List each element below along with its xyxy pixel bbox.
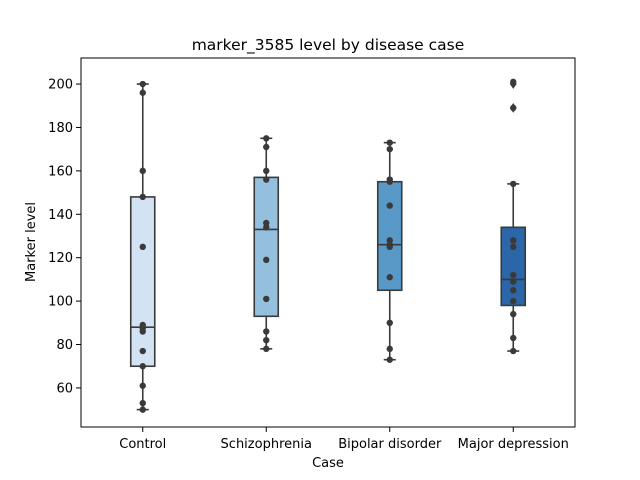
y-tick-label: 180 [48, 121, 73, 136]
data-point [263, 336, 270, 344]
x-tick-label: Schizophrenia [221, 437, 312, 452]
data-point [510, 287, 517, 294]
data-point [510, 237, 517, 244]
x-tick-label: Control [119, 437, 166, 452]
data-point [510, 334, 517, 342]
data-point [386, 139, 393, 146]
data-point [263, 176, 270, 183]
data-point [386, 356, 393, 363]
data-point [139, 193, 146, 201]
x-axis-label: Case [312, 456, 344, 471]
data-point [386, 319, 393, 327]
y-tick-label: 100 [48, 295, 73, 310]
data-point [139, 347, 146, 355]
data-point [510, 104, 517, 112]
y-tick-label: 120 [48, 251, 73, 266]
data-point [386, 274, 393, 281]
plot-area [129, 78, 527, 413]
points-bipolar-disorder [386, 139, 393, 363]
x-axis: Control Schizophrenia Bipolar disorder Majo… [119, 427, 569, 452]
box-body [253, 176, 280, 318]
data-point [263, 224, 270, 231]
data-point [139, 363, 146, 370]
data-point [386, 178, 393, 185]
x-tick-label: Major depression [458, 437, 569, 452]
data-point [139, 89, 146, 96]
points-major-depression [510, 78, 517, 355]
data-point [139, 399, 146, 407]
box-body [129, 196, 156, 368]
data-point [510, 271, 517, 279]
points-schizophrenia [263, 135, 270, 353]
data-point [139, 382, 146, 389]
data-point [263, 143, 270, 151]
data-point [139, 80, 146, 88]
y-tick-label: 140 [48, 208, 73, 223]
data-point [510, 310, 517, 318]
data-point [510, 180, 517, 188]
y-axis: 60 80 100 120 140 160 180 200 [48, 78, 81, 396]
y-tick-label: 200 [48, 78, 73, 93]
data-point [263, 167, 270, 175]
box-bipolar-disorder [376, 141, 403, 361]
data-point [510, 297, 517, 305]
y-tick-label: 60 [56, 381, 73, 396]
y-tick-label: 80 [56, 338, 73, 353]
data-point [386, 145, 393, 153]
data-point [139, 167, 146, 175]
data-point [510, 243, 517, 251]
box-body [376, 180, 403, 292]
data-point [263, 295, 270, 303]
x-tick-label: Bipolar disorder [338, 437, 442, 452]
box-major-depression [500, 79, 527, 352]
points-control [139, 80, 146, 413]
data-point [510, 278, 517, 285]
data-point [263, 256, 270, 264]
y-axis-label: Marker level [24, 202, 39, 282]
data-point [386, 202, 393, 209]
chart-title: marker_3585 level by disease case [192, 36, 465, 55]
data-point [139, 328, 146, 335]
box-control [129, 83, 156, 411]
data-point [263, 328, 270, 335]
data-point [386, 243, 393, 251]
plot-frame [80, 57, 576, 428]
data-point [139, 406, 146, 413]
box-schizophrenia [253, 137, 280, 350]
y-tick-label: 160 [48, 164, 73, 179]
data-point [263, 345, 270, 353]
data-point [386, 345, 393, 353]
data-point [510, 78, 517, 86]
data-point [139, 243, 146, 251]
data-point [510, 347, 517, 355]
data-point [263, 135, 270, 142]
